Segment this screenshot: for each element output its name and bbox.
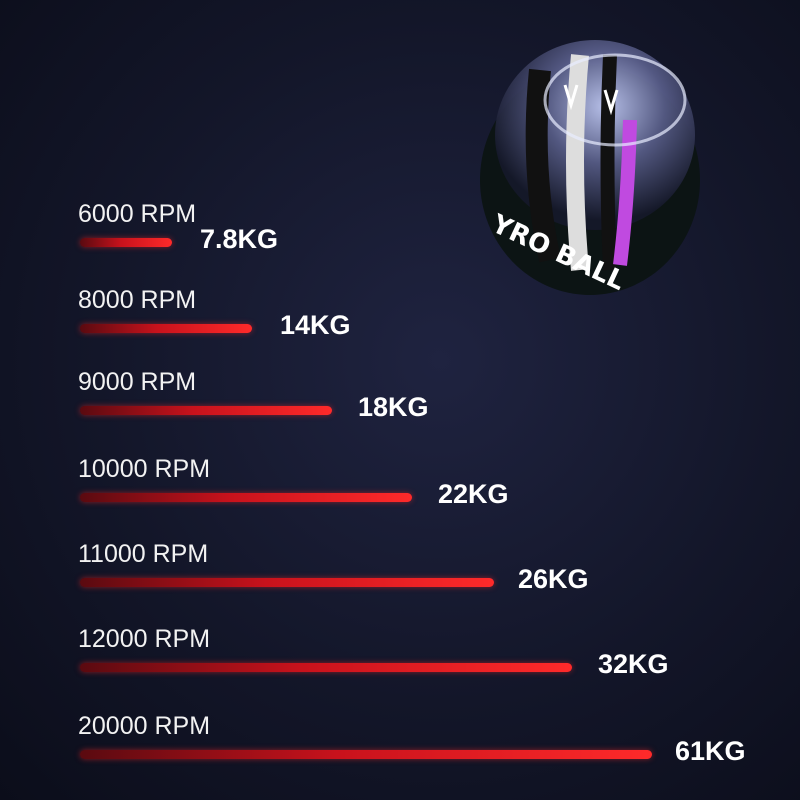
- list-item: 20000 RPM 61KG: [0, 712, 800, 792]
- gyro-ball-image: YRO BALL: [480, 40, 700, 297]
- rpm-label: 11000 RPM: [78, 540, 209, 568]
- rpm-label: 6000 RPM: [78, 200, 197, 228]
- list-item: 8000 RPM 14KG: [0, 286, 800, 366]
- kg-label: 32KG: [598, 649, 669, 679]
- list-item: 10000 RPM 22KG: [0, 455, 800, 535]
- rpm-bar: [80, 406, 332, 415]
- rpm-bar: [80, 750, 652, 759]
- rpm-label: 10000 RPM: [78, 455, 211, 483]
- rpm-bar: [80, 324, 252, 333]
- rpm-label: 12000 RPM: [78, 625, 211, 653]
- list-item: 11000 RPM 26KG: [0, 540, 800, 620]
- rpm-label: 20000 RPM: [78, 712, 211, 740]
- rpm-bar: [80, 238, 172, 247]
- kg-label: 61KG: [675, 736, 746, 766]
- kg-label: 7.8KG: [200, 224, 279, 254]
- kg-label: 26KG: [518, 564, 589, 594]
- kg-label: 18KG: [358, 392, 429, 422]
- kg-label: 22KG: [438, 479, 509, 509]
- rpm-label: 9000 RPM: [78, 368, 197, 396]
- list-item: 6000 RPM 7.8KG: [0, 200, 800, 280]
- list-item: 9000 RPM 18KG: [0, 368, 800, 448]
- rpm-bar: [80, 578, 494, 587]
- kg-label: 14KG: [280, 310, 351, 340]
- rpm-bar: [80, 493, 412, 502]
- rpm-bar: [80, 663, 572, 672]
- rpm-label: 8000 RPM: [78, 286, 197, 314]
- list-item: 12000 RPM 32KG: [0, 625, 800, 705]
